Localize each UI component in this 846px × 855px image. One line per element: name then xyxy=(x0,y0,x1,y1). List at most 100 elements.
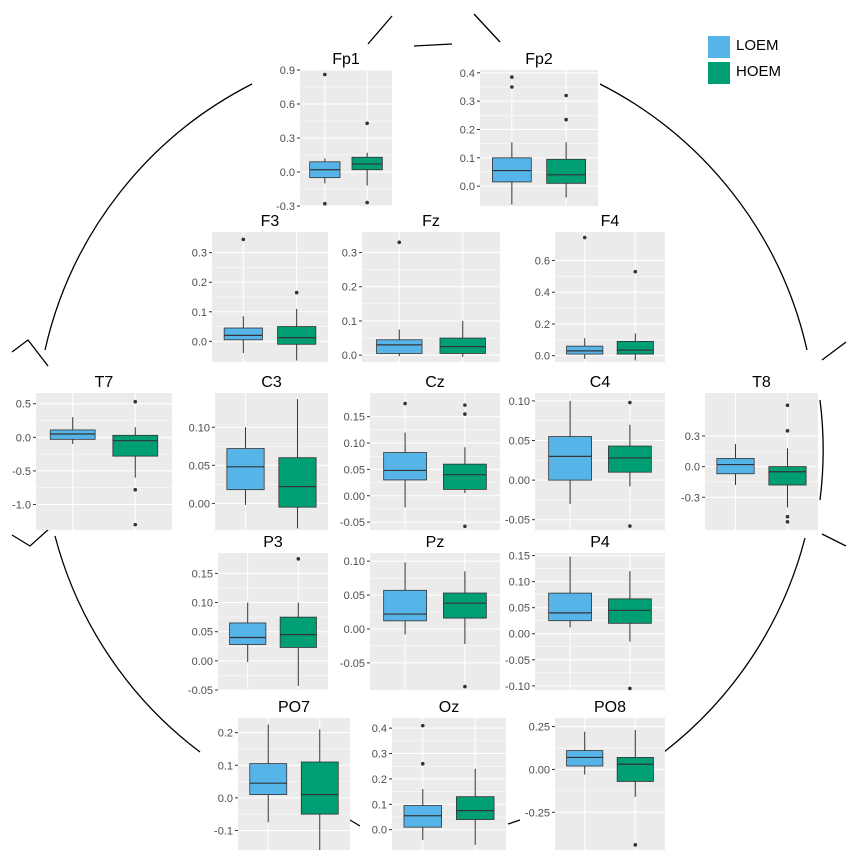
box-iqr xyxy=(403,805,442,828)
box-loem xyxy=(403,723,442,840)
legend-label-hoem: HOEM xyxy=(736,63,781,80)
box-iqr xyxy=(249,763,288,795)
box-iqr xyxy=(383,452,427,481)
box-iqr xyxy=(376,339,423,354)
nose-left-line xyxy=(367,15,393,45)
box-iqr xyxy=(223,327,263,341)
box-loem xyxy=(229,602,267,663)
panel-title-pz: Pz xyxy=(426,534,445,551)
box-loem xyxy=(491,75,532,205)
panel-title-c4: C4 xyxy=(590,374,611,391)
box-hoem xyxy=(443,571,487,689)
plot-background xyxy=(36,393,172,530)
panel-title-fp2: Fp2 xyxy=(525,51,553,68)
outlier-point xyxy=(397,240,402,245)
y-tick-label: 0.1 xyxy=(372,799,387,811)
y-tick-label: 0.05 xyxy=(189,460,210,472)
plot-background xyxy=(370,553,500,690)
outlier-point xyxy=(296,557,301,561)
outlier-point xyxy=(463,412,467,416)
y-tick-label: -0.3 xyxy=(276,201,295,213)
box-loem xyxy=(383,401,427,508)
legend-swatch-hoem xyxy=(708,62,730,84)
outlier-point xyxy=(564,93,568,98)
box-hoem xyxy=(443,403,487,529)
y-tick-label: 0.4 xyxy=(535,287,550,299)
box-loem xyxy=(223,237,263,354)
y-tick-label: -0.05 xyxy=(505,655,530,667)
y-tick-label: 0.0 xyxy=(16,432,31,444)
box-iqr xyxy=(566,750,604,767)
y-tick-label: 0.5 xyxy=(16,399,31,411)
box-loem xyxy=(548,400,592,504)
outlier-point xyxy=(365,200,369,205)
box-iqr xyxy=(768,466,807,486)
y-tick-label: 0.1 xyxy=(342,316,357,328)
y-tick-label: 0.15 xyxy=(344,412,365,424)
y-tick-label: 0.00 xyxy=(344,491,365,503)
box-hoem xyxy=(279,557,317,686)
y-tick-label: 0.00 xyxy=(529,764,550,776)
outlier-point xyxy=(785,514,790,519)
y-tick-label: 0.3 xyxy=(372,749,387,761)
head-arc-upper-right xyxy=(599,83,808,351)
panel-fp1: -0.3 0.0 0.3 0.6 0.9 Fp1 xyxy=(276,51,392,213)
nose-right-line xyxy=(473,13,501,43)
y-tick-label: 0.25 xyxy=(529,722,550,734)
box-iqr xyxy=(443,592,487,619)
y-tick-label: 0.2 xyxy=(342,282,357,294)
box-iqr xyxy=(608,598,652,624)
outlier-point xyxy=(628,686,632,691)
y-tick-label: 0.0 xyxy=(460,181,475,193)
y-tick-label: 0.05 xyxy=(509,436,530,448)
box-iqr xyxy=(229,622,267,645)
box-hoem xyxy=(300,729,339,850)
outlier-point xyxy=(294,290,299,295)
y-tick-label: 0.0 xyxy=(535,351,550,363)
panel-title-p4: P4 xyxy=(590,534,610,551)
outlier-point xyxy=(323,72,327,77)
legend-label-loem: LOEM xyxy=(736,37,779,54)
y-tick-label: 0.00 xyxy=(344,624,365,636)
outlier-point xyxy=(241,237,246,242)
y-tick-label: 0.2 xyxy=(372,774,387,786)
box-hoem xyxy=(456,768,495,845)
y-tick-label: 0.6 xyxy=(535,256,550,268)
box-iqr xyxy=(383,589,427,622)
left-ear-lower xyxy=(11,527,51,547)
box-hoem xyxy=(112,399,159,527)
box-loem xyxy=(566,731,604,775)
legend-swatch-loem xyxy=(708,36,730,58)
y-tick-label: -0.10 xyxy=(505,681,530,693)
nose-tip xyxy=(413,43,453,47)
panel-oz: 0.0 0.1 0.2 0.3 0.4 Oz xyxy=(372,699,506,850)
panel-title-f4: F4 xyxy=(601,213,620,230)
box-iqr xyxy=(226,448,265,491)
panel-cz: -0.05 0.00 0.05 0.10 0.15 Cz xyxy=(340,374,500,530)
outlier-point xyxy=(365,121,369,126)
outlier-point xyxy=(510,75,514,79)
box-iqr xyxy=(439,337,486,354)
y-tick-label: 0.05 xyxy=(509,603,530,615)
y-tick-label: 0.6 xyxy=(280,99,295,111)
head-arc-lower-right xyxy=(663,537,806,753)
y-tick-label: -0.3 xyxy=(681,492,700,504)
right-ear-lower xyxy=(821,533,846,547)
outlier-point xyxy=(420,761,425,766)
plot-background xyxy=(555,232,665,362)
panel-c4: -0.05 0.00 0.05 0.10 C4 xyxy=(505,374,665,530)
panel-title-po8: PO8 xyxy=(594,699,626,716)
y-tick-label: 0.4 xyxy=(372,723,387,735)
panel-title-po7: PO7 xyxy=(278,699,310,716)
y-tick-label: -0.1 xyxy=(214,825,233,837)
y-tick-label: 0.10 xyxy=(509,577,530,589)
outlier-point xyxy=(463,684,467,689)
y-tick-label: -1.0 xyxy=(12,499,31,511)
outlier-point xyxy=(323,201,327,206)
y-tick-label: 0.15 xyxy=(192,568,213,580)
y-tick-label: -0.25 xyxy=(525,807,550,819)
box-loem xyxy=(548,556,592,628)
y-tick-label: 0.2 xyxy=(460,125,475,137)
